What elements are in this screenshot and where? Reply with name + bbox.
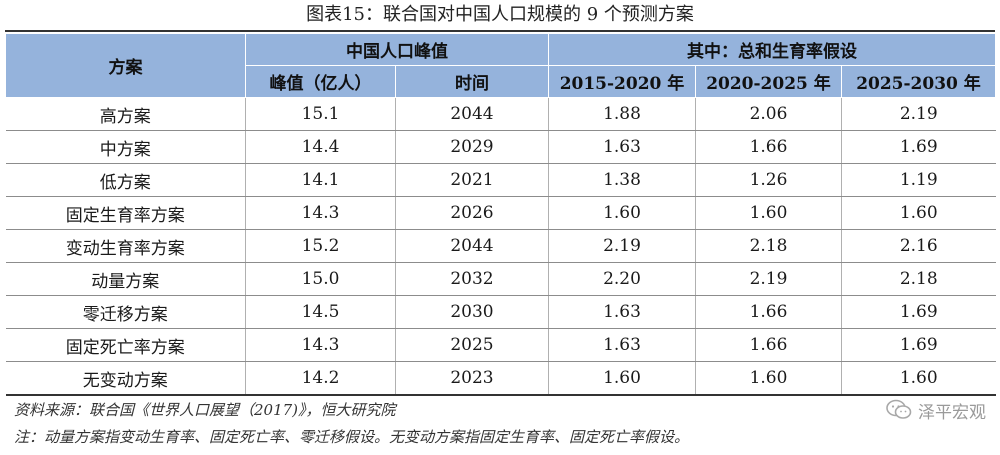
cell-tfr-3: 2.19 [841, 97, 996, 131]
cell-year: 2032 [395, 262, 549, 296]
wechat-icon [886, 399, 912, 421]
cell-peak: 14.4 [245, 130, 396, 164]
cell-tfr-2: 1.66 [695, 295, 842, 329]
cell-tfr-1: 2.19 [548, 229, 696, 263]
cell-peak: 14.3 [245, 328, 396, 362]
top-rule [5, 30, 995, 32]
footnote: 注：动量方案指变动生育率、固定死亡率、零迁移假设。无变动方案指固定生育率、固定死… [14, 428, 690, 446]
source-note: 资料来源：联合国《世界人口展望（2017)》，恒大研究院 [14, 401, 396, 419]
cell-tfr-1: 1.38 [548, 163, 696, 197]
header-period-1: 2015-2020 年 [548, 65, 696, 98]
cell-scenario: 低方案 [5, 163, 246, 197]
cell-tfr-2: 1.66 [695, 328, 842, 362]
table-title: 图表15：联合国对中国人口规模的 9 个预测方案 [306, 4, 694, 25]
table-row: 低方案 14.1 2021 1.38 1.26 1.19 [5, 163, 996, 197]
cell-tfr-1: 1.60 [548, 196, 696, 230]
cell-tfr-1: 1.60 [548, 361, 696, 396]
header-period-2: 2020-2025 年 [695, 65, 842, 98]
cell-peak: 14.2 [245, 361, 396, 396]
cell-tfr-3: 2.18 [841, 262, 996, 296]
cell-tfr-3: 1.60 [841, 361, 996, 396]
cell-tfr-3: 1.60 [841, 196, 996, 230]
cell-year: 2025 [395, 328, 549, 362]
table-row: 固定生育率方案 14.3 2026 1.60 1.60 1.60 [5, 196, 996, 230]
table-row: 变动生育率方案 15.2 2044 2.19 2.18 2.16 [5, 229, 996, 263]
cell-peak: 15.0 [245, 262, 396, 296]
table-row: 零迁移方案 14.5 2030 1.63 1.66 1.69 [5, 295, 996, 329]
header-scenario: 方案 [5, 33, 246, 98]
cell-year: 2030 [395, 295, 549, 329]
cell-year: 2044 [395, 97, 549, 131]
cell-tfr-2: 2.06 [695, 97, 842, 131]
cell-tfr-2: 1.60 [695, 196, 842, 230]
cell-tfr-3: 1.69 [841, 328, 996, 362]
cell-year: 2029 [395, 130, 549, 164]
cell-scenario: 零迁移方案 [5, 295, 246, 329]
cell-tfr-1: 2.20 [548, 262, 696, 296]
cell-year: 2026 [395, 196, 549, 230]
watermark: 泽平宏观 [886, 398, 986, 423]
header-peak-value: 峰值（亿人） [245, 65, 396, 98]
table-row: 无变动方案 14.2 2023 1.60 1.60 1.60 [5, 361, 996, 396]
cell-tfr-1: 1.63 [548, 295, 696, 329]
cell-peak: 15.2 [245, 229, 396, 263]
table-row: 动量方案 15.0 2032 2.20 2.19 2.18 [5, 262, 996, 296]
cell-tfr-3: 2.16 [841, 229, 996, 263]
table-row: 固定死亡率方案 14.3 2025 1.63 1.66 1.69 [5, 328, 996, 362]
cell-peak: 14.1 [245, 163, 396, 197]
cell-scenario: 动量方案 [5, 262, 246, 296]
header-row-2: 峰值（亿人） 时间 2015-2020 年 2020-2025 年 2025-2… [6, 65, 996, 98]
cell-peak: 14.3 [245, 196, 396, 230]
cell-tfr-2: 1.60 [695, 361, 842, 396]
forecast-table: 方案 中国人口峰值 其中：总和生育率假设 峰值（亿人） 时间 2015-2020… [5, 33, 996, 396]
cell-tfr-3: 1.69 [841, 130, 996, 164]
cell-tfr-1: 1.63 [548, 328, 696, 362]
cell-tfr-2: 1.26 [695, 163, 842, 197]
cell-year: 2044 [395, 229, 549, 263]
cell-scenario: 固定死亡率方案 [5, 328, 246, 362]
cell-tfr-2: 1.66 [695, 130, 842, 164]
table-row: 高方案 15.1 2044 1.88 2.06 2.19 [5, 97, 996, 131]
watermark-text: 泽平宏观 [918, 402, 986, 423]
cell-year: 2023 [395, 361, 549, 396]
cell-scenario: 中方案 [5, 130, 246, 164]
header-peak-group: 中国人口峰值 [245, 33, 549, 66]
cell-peak: 15.1 [245, 97, 396, 131]
cell-tfr-3: 1.19 [841, 163, 996, 197]
cell-tfr-2: 2.18 [695, 229, 842, 263]
header-tfr-group: 其中：总和生育率假设 [548, 33, 996, 66]
cell-scenario: 高方案 [5, 97, 246, 131]
table-row: 中方案 14.4 2029 1.63 1.66 1.69 [5, 130, 996, 164]
cell-tfr-3: 1.69 [841, 295, 996, 329]
cell-tfr-1: 1.63 [548, 130, 696, 164]
cell-scenario: 变动生育率方案 [5, 229, 246, 263]
cell-tfr-2: 2.19 [695, 262, 842, 296]
cell-scenario: 固定生育率方案 [5, 196, 246, 230]
cell-scenario: 无变动方案 [5, 361, 246, 396]
cell-tfr-1: 1.88 [548, 97, 696, 131]
cell-peak: 14.5 [245, 295, 396, 329]
header-period-3: 2025-2030 年 [841, 65, 996, 98]
header-peak-time: 时间 [395, 65, 549, 98]
header-row-1: 方案 中国人口峰值 其中：总和生育率假设 [5, 33, 996, 98]
cell-year: 2021 [395, 163, 549, 197]
